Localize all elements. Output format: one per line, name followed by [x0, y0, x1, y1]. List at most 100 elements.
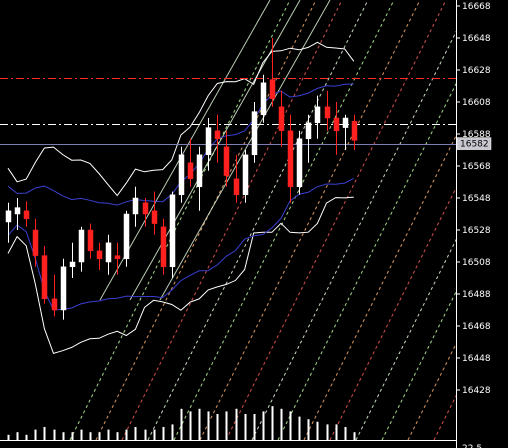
candle-body	[324, 106, 331, 119]
candle	[169, 191, 176, 278]
candle	[87, 223, 94, 259]
candle-body	[60, 266, 67, 311]
candle-body	[251, 111, 258, 156]
axis-tick-label: 16588	[462, 130, 491, 140]
candle-body	[260, 82, 267, 116]
candle	[205, 118, 212, 171]
band-line	[7, 196, 354, 355]
candle-body	[187, 162, 194, 180]
candle-body	[296, 138, 303, 188]
candle	[105, 234, 112, 275]
candle-body	[287, 130, 294, 188]
volume-layer	[7, 406, 356, 440]
candle-body	[78, 229, 85, 263]
candle	[60, 258, 67, 320]
candle	[251, 102, 258, 163]
candle	[114, 242, 121, 275]
candle-body	[69, 261, 76, 268]
current-price-badge-group: 16582	[456, 137, 492, 150]
candle	[187, 138, 194, 187]
candle	[269, 38, 276, 107]
candle	[214, 114, 221, 163]
candle	[23, 201, 30, 227]
candle-body	[96, 250, 103, 260]
candle	[69, 242, 76, 278]
axis-tick-label: 16668	[462, 2, 491, 12]
candle-body	[196, 154, 203, 188]
candle-body	[5, 210, 12, 223]
candle-body	[205, 127, 212, 156]
candle-body	[169, 194, 176, 268]
fan-line	[121, 0, 343, 440]
axis-tick-label: 16608	[462, 98, 491, 108]
candle	[160, 218, 167, 275]
candle-body	[233, 178, 240, 196]
candle-body	[151, 210, 158, 224]
candle	[324, 90, 331, 131]
candle-body	[132, 197, 139, 215]
candle-body	[342, 117, 349, 128]
candle	[142, 198, 149, 227]
candle	[233, 154, 240, 203]
candle-body	[32, 229, 39, 256]
candle	[178, 146, 185, 203]
candle-body	[242, 154, 249, 196]
fan-line	[69, 0, 291, 440]
axis-tick-label: 16648	[462, 34, 491, 44]
candle	[41, 246, 48, 304]
candle-body	[305, 122, 312, 140]
candle	[342, 114, 349, 150]
candle-body	[314, 106, 321, 124]
candle-body	[223, 146, 230, 176]
candle-body	[178, 154, 185, 196]
candle	[333, 102, 340, 155]
price-axis: 16668 16648 16628 16608 16588 16568 16548 16528…	[0, 0, 491, 448]
candle	[314, 95, 321, 139]
fan-line	[199, 0, 421, 440]
band-line	[7, 41, 355, 197]
candle	[14, 198, 21, 230]
candle-body	[142, 202, 149, 215]
axis-tick-label: 16628	[462, 66, 491, 76]
candle-body	[105, 242, 112, 263]
candle-body	[333, 117, 340, 132]
candle	[242, 150, 249, 203]
candle	[223, 130, 230, 187]
candle-body	[123, 213, 130, 260]
current-price-label: 16582	[460, 140, 489, 150]
candle-body	[41, 255, 48, 300]
fan-line	[147, 0, 369, 440]
candle	[151, 191, 158, 235]
candle-body	[51, 298, 58, 311]
candle-body	[278, 106, 285, 132]
candle-body	[23, 210, 30, 220]
candle-body	[214, 130, 221, 140]
axis-tick-label: 16428	[462, 386, 491, 396]
candle	[132, 186, 139, 227]
candle	[123, 210, 130, 267]
candle-body	[87, 229, 94, 252]
fan-line	[251, 30, 456, 440]
trend-line	[129, 0, 301, 301]
axis-tick-label: 16548	[462, 194, 491, 204]
candle	[260, 74, 267, 123]
candle	[351, 114, 358, 150]
candle	[5, 202, 12, 243]
candles-layer	[5, 38, 358, 320]
candle-body	[14, 207, 21, 215]
candle	[305, 114, 312, 163]
fan-line	[95, 0, 317, 440]
candle	[287, 114, 294, 203]
reference-lines-layer	[0, 78, 456, 145]
candle	[278, 90, 285, 147]
axis-tick-label: 16448	[462, 354, 491, 364]
candle	[32, 218, 39, 267]
candle	[78, 226, 85, 272]
candle-body	[160, 226, 167, 268]
axis-tick-label: 16528	[462, 226, 491, 236]
candle	[96, 242, 103, 270]
candle	[296, 130, 303, 195]
